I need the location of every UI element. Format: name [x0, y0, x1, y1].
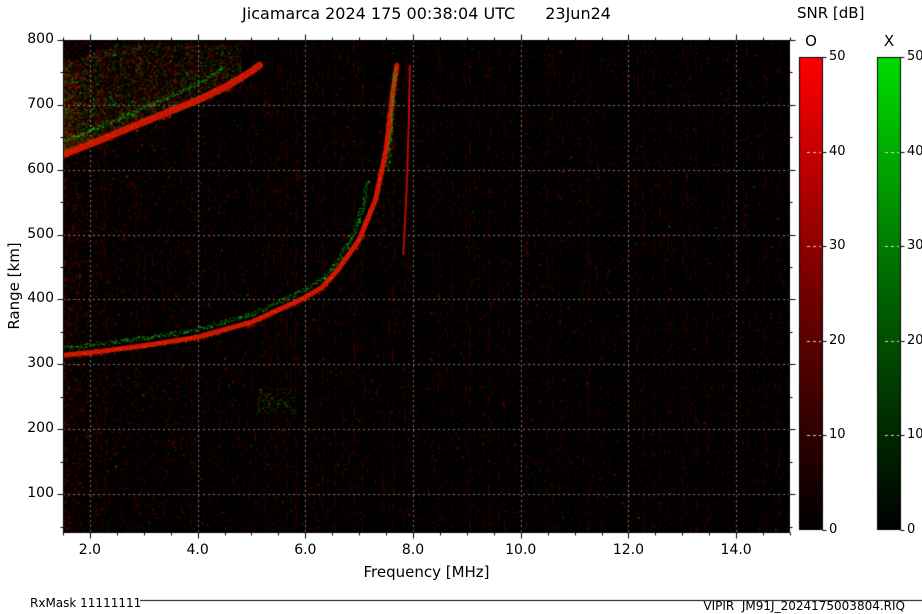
colorbar-title: SNR [dB] [797, 4, 865, 22]
plot-title: Jicamarca 2024 175 00:38:04 UTC 23Jun24 [63, 4, 790, 23]
y-tick-label: 200 [27, 420, 54, 437]
x-axis-label: Frequency [MHz] [363, 563, 490, 581]
x-tick-label: 14.0 [720, 542, 752, 558]
y-tick-label: 100 [27, 485, 54, 502]
colorbar-x-label: X [883, 32, 895, 50]
y-tick-label: 300 [27, 355, 54, 372]
plot-title-text: Jicamarca 2024 175 00:38:04 UTC [242, 4, 516, 23]
colorbar-tick-label: 30 [907, 238, 922, 254]
colorbar-tick-label: 20 [829, 332, 846, 348]
y-tick-label: 600 [27, 160, 54, 177]
colorbar-tick-label: 40 [829, 143, 846, 159]
plot-title-date: 23Jun24 [545, 4, 611, 23]
colorbar-tick-label: 0 [829, 522, 838, 537]
colorbar-tick-label: 50 [907, 49, 922, 64]
colorbar-tick-label: 30 [829, 238, 846, 254]
colorbar-tick-label: 20 [907, 332, 922, 348]
y-axis-label: Range [km] [5, 242, 23, 330]
data-file-label: VIPIR JM91J_2024175003804.RIQ [703, 599, 905, 613]
x-tick-label: 8.0 [401, 542, 425, 558]
colorbar-tick-label: 50 [829, 49, 846, 64]
colorbar-o-label: O [805, 32, 817, 50]
colorbar-tick-label: 10 [907, 427, 922, 443]
y-tick-label: 500 [27, 225, 54, 242]
colorbar-tick-label: 10 [829, 427, 846, 443]
y-tick-label: 400 [27, 290, 54, 307]
x-tick-label: 2.0 [78, 542, 102, 558]
y-tick-label: 700 [27, 95, 54, 112]
x-tick-label: 12.0 [612, 542, 645, 558]
x-tick-label: 6.0 [294, 542, 317, 558]
colorbar-tick-label: 0 [907, 522, 916, 537]
rxmask-label: RxMask 11111111 [30, 596, 142, 610]
y-tick-label: 800 [27, 31, 54, 47]
x-tick-label: 4.0 [186, 542, 209, 558]
x-tick-label: 10.0 [505, 542, 537, 558]
colorbar-tick-label: 40 [907, 143, 922, 159]
